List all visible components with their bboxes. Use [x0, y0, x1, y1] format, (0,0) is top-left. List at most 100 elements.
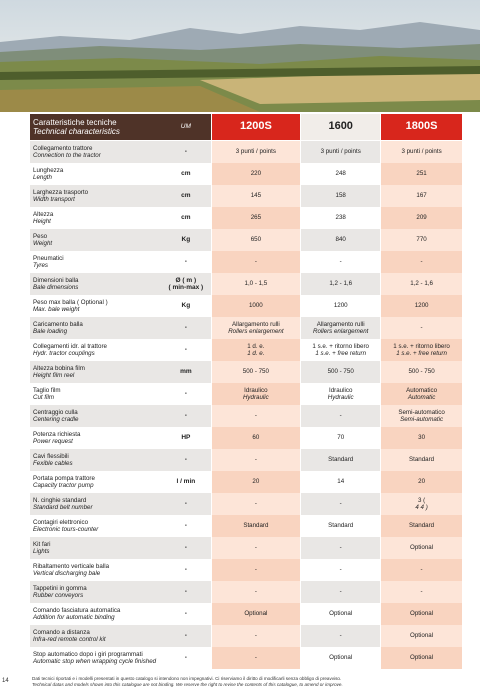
row-label: Altezza Height [30, 207, 161, 229]
text: - [420, 258, 423, 266]
unit: - [161, 603, 210, 625]
value-cell: 251 [380, 163, 462, 185]
value-cell: Optional [380, 537, 462, 559]
value-cell: Allargamento rulli Rollers enlargement [210, 317, 301, 339]
text: Automatic [407, 394, 436, 401]
text: Optional [329, 610, 353, 618]
text: 1200 [333, 302, 348, 310]
text: - [339, 258, 342, 266]
value-cell: Optional [380, 603, 462, 625]
row-label: Larghezza trasporto Width transport [30, 185, 161, 207]
text: 1200S [239, 120, 272, 133]
text: 145 [250, 192, 262, 200]
text: Tyres [33, 262, 49, 269]
value-cell: - [210, 647, 301, 669]
value-cell: 265 [210, 207, 301, 229]
value-cell: 238 [300, 207, 381, 229]
text: HP [181, 434, 191, 442]
unit: mm [161, 361, 210, 383]
value-cell: Idraulico Hydraulic [210, 383, 301, 405]
text: Ribaltamento verticale balla [33, 562, 110, 570]
footnote: Technical datas and models shown into th… [32, 682, 343, 687]
text: 1000 [248, 302, 263, 310]
row-label: Caricamento balla Bale loading [30, 317, 161, 339]
table-row: Portata pompa trattore Capacity tractor p… [30, 471, 462, 493]
value-cell: 500 - 750 [380, 361, 462, 383]
value-cell: - [300, 559, 381, 581]
text: - [420, 566, 423, 574]
value-cell: 70 [300, 427, 381, 449]
text: Allargamento rulli [231, 320, 280, 328]
text: - [254, 500, 257, 508]
value-cell: 3 punti / points [380, 141, 462, 163]
value-cell: 3 punti / points [210, 141, 301, 163]
value-cell: 3 (4 4 ) [380, 493, 462, 515]
unit: - [161, 537, 210, 559]
table-row: Comando fasciatura automatica Addition fo… [30, 603, 462, 625]
unit: Ø ( m )( min-max ) [161, 273, 210, 295]
text: 770 [416, 236, 427, 244]
text: mm [180, 368, 192, 376]
text: - [254, 258, 257, 266]
text: Height [33, 218, 51, 225]
text: 20 [252, 478, 260, 486]
unit: - [161, 141, 210, 163]
value-cell: - [300, 405, 381, 427]
text: Hydr. tractor couplings [33, 350, 95, 357]
text: 158 [335, 192, 346, 200]
text: Peso [33, 232, 48, 240]
value-cell: 1 d. e. 1 d. e. [210, 339, 301, 361]
text: Centraggio culla [33, 408, 78, 416]
row-label: Centraggio culla Centering cradle [30, 405, 161, 427]
value-cell: 220 [210, 163, 301, 185]
value-cell: - [210, 581, 301, 603]
text: - [184, 544, 187, 552]
text: Standard [328, 456, 354, 464]
table-row: Comando a distanza Infra-red remote contr… [30, 625, 462, 647]
text: Standard [243, 522, 269, 530]
text: 1,2 - 1,6 [329, 280, 353, 288]
value-cell: - [210, 449, 301, 471]
text: - [339, 632, 342, 640]
table-row: Pneumatici Tyres - - - - [30, 251, 462, 273]
table-row: Centraggio culla Centering cradle - - - Semi-… [30, 405, 462, 427]
text: Standard belt number [33, 504, 93, 511]
model-header: 1200S [210, 114, 301, 140]
value-cell: 1 s.e. + ritorno libero 1 s.e. + free ret… [380, 339, 462, 361]
text: Semi-automatico [398, 408, 445, 416]
text: - [254, 632, 257, 640]
unit: cm [161, 163, 210, 185]
text: Cut film [33, 394, 54, 401]
unit: - [161, 493, 210, 515]
text: Comando a distanza [33, 628, 90, 636]
text: Length [33, 174, 52, 181]
value-cell: 1200 [300, 295, 381, 317]
value-cell: Optional [300, 603, 381, 625]
table-row: Altezza Height cm 265 238 209 [30, 207, 462, 229]
text: Tappetini in gomma [33, 584, 87, 592]
model-header: 1600 [300, 114, 381, 140]
value-cell: - [210, 493, 301, 515]
value-cell: 840 [300, 229, 381, 251]
text: 3 punti / points [401, 148, 442, 156]
text: Rollers enlargement [228, 328, 284, 335]
unit: - [161, 581, 210, 603]
text: 70 [337, 434, 345, 442]
value-cell: Standard [380, 449, 462, 471]
text: Standard [328, 522, 354, 530]
text: UM [180, 123, 191, 131]
text: 1800S [405, 120, 438, 133]
text: 3 punti / points [320, 148, 361, 156]
row-label: Stop automatico dopo i giri programmati A… [30, 647, 161, 669]
row-label: Contagiri elettronico Electronic tours-co… [30, 515, 161, 537]
value-cell: Allargamento rulli Rollers enlargement [300, 317, 381, 339]
text: Kg [181, 302, 191, 310]
row-label: Potenza richiesta Power request [30, 427, 161, 449]
text: Electronic tours-counter [33, 526, 99, 533]
table-row: Peso Weight Kg 650 840 770 [30, 229, 462, 251]
value-cell: 14 [300, 471, 381, 493]
table-row: Larghezza trasporto Width transport cm 145 1… [30, 185, 462, 207]
value-cell: Optional [380, 647, 462, 669]
text: - [184, 566, 187, 574]
text: Fexible cables [33, 460, 73, 467]
